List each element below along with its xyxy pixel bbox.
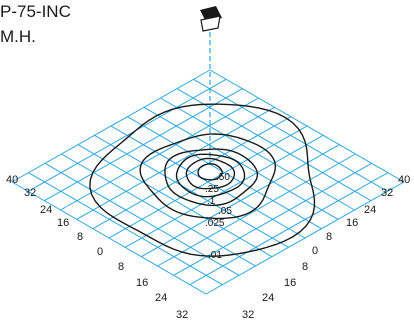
contour-label: .50 <box>216 172 230 183</box>
contour-labels: .50.25.1.05.025 .01 <box>205 172 232 261</box>
left-axis-tick: 40 <box>6 174 18 186</box>
contour-line <box>164 148 259 207</box>
right-axis-tick: 24 <box>364 204 376 216</box>
grid-line-a <box>189 172 389 286</box>
grid-line-b <box>11 181 207 295</box>
contour-label: .01 <box>208 250 222 261</box>
left-axis-tick: 32 <box>24 187 36 199</box>
contour-line <box>89 103 316 257</box>
contour-label: .1 <box>207 196 216 207</box>
contour-label: .025 <box>205 218 225 229</box>
grid-line-b <box>77 144 273 258</box>
contour-label: .05 <box>218 206 232 217</box>
right-axis-tick: 16 <box>346 217 358 229</box>
contour-lines <box>89 103 316 257</box>
left-axis-tick: 16 <box>57 217 69 229</box>
floor-grid <box>11 69 405 295</box>
grid-line-b <box>28 172 223 286</box>
bottom-right-axis-tick: 8 <box>302 261 308 273</box>
luminaire-icon <box>200 6 222 32</box>
left-axis-tick: 8 <box>77 231 83 243</box>
bottom-left-axis-tick: 16 <box>136 277 148 289</box>
diagram-title-line-1: P-75-INC <box>0 2 71 21</box>
grid-line-a <box>173 162 372 276</box>
contour-line <box>197 163 223 181</box>
contour-line <box>139 133 276 220</box>
left-axis-tick: 24 <box>40 204 52 216</box>
contour-line <box>175 153 246 198</box>
right-axis-tick: 32 <box>381 187 393 199</box>
bottom-left-axis-tick: 24 <box>155 292 167 304</box>
luminaire-lens <box>200 15 221 32</box>
bottom-right-axis-tick: 24 <box>262 292 274 304</box>
bottom-left-axis-tick: 8 <box>118 261 124 273</box>
grid-line-a <box>205 181 405 295</box>
bottom-right-axis-tick: 16 <box>284 277 296 289</box>
right-axis-tick: 40 <box>398 174 410 186</box>
bottom-right-axis-tick: 32 <box>242 309 254 321</box>
diagram-title-line-2: M.H. <box>0 27 36 46</box>
left-axis-tick: 0 <box>97 246 103 258</box>
right-axis-tick: 0 <box>312 245 318 257</box>
bottom-left-axis-tick: 32 <box>176 309 188 321</box>
contour-label: .25 <box>205 184 219 195</box>
grid-line-a <box>141 144 340 258</box>
right-axis-tick: 8 <box>326 231 332 243</box>
contour-line <box>185 157 236 190</box>
grid-line-b <box>94 134 289 248</box>
